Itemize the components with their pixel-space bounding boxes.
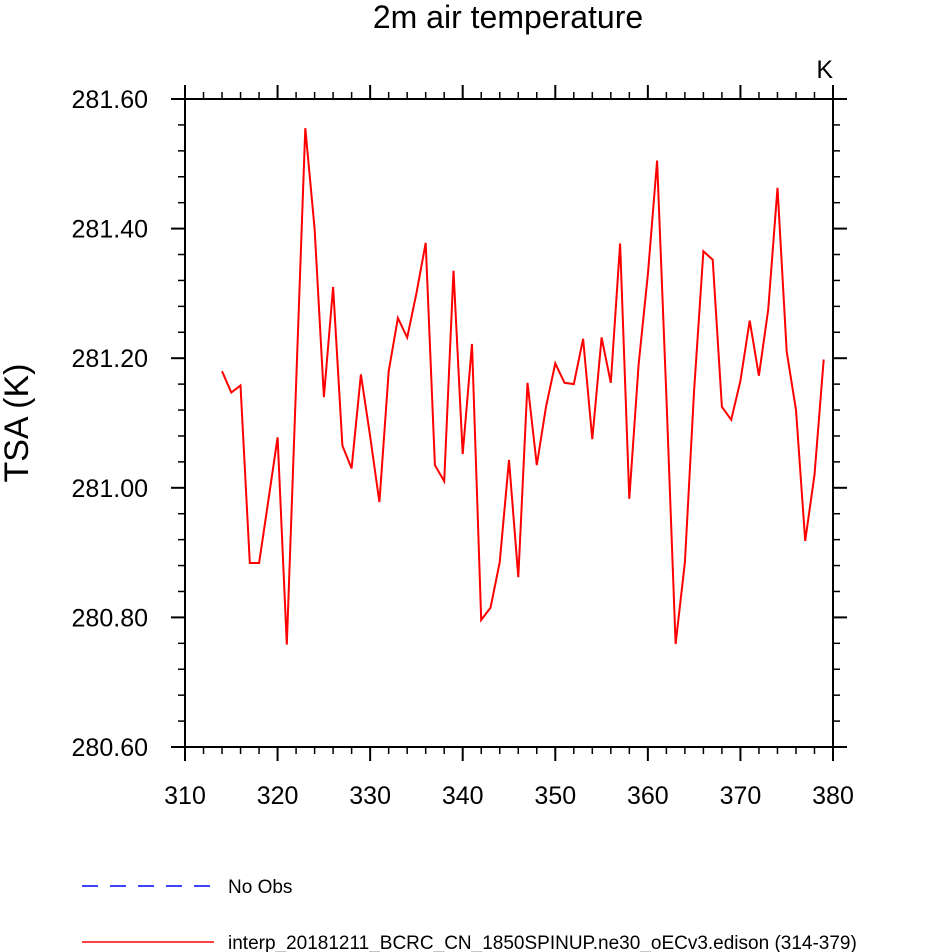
tick-labels: 310 320 330 340 350 360 370 380 280.60 280.80 281.…: [72, 86, 854, 810]
legend: No Obs interp_20181211_BCRC_CN_1850SPINUP…: [82, 877, 857, 952]
x-tick-label: 320: [257, 782, 299, 810]
units-label: K: [816, 56, 833, 84]
x-tick-label: 360: [627, 782, 669, 810]
axis-ticks: [171, 85, 847, 761]
x-tick-label: 310: [164, 782, 206, 810]
y-tick-label: 281.60: [72, 86, 148, 114]
x-tick-label: 330: [349, 782, 391, 810]
legend-label: No Obs: [228, 877, 292, 898]
y-tick-label: 281.20: [72, 345, 148, 373]
x-tick-label: 380: [812, 782, 854, 810]
plot-frame: [184, 98, 834, 748]
chart-title: 2m air temperature: [373, 0, 643, 35]
y-tick-label: 281.40: [72, 216, 148, 244]
y-axis-label: TSA (K): [0, 363, 36, 482]
x-tick-label: 340: [442, 782, 484, 810]
y-tick-label: 280.60: [72, 734, 148, 762]
data-series: [221, 128, 825, 645]
x-tick-label: 370: [720, 782, 762, 810]
legend-label: interp_20181211_BCRC_CN_1850SPINUP.ne30_…: [228, 933, 857, 952]
series-line: [221, 128, 825, 645]
y-tick-label: 280.80: [72, 604, 148, 632]
y-tick-label: 281.00: [72, 475, 148, 503]
x-tick-label: 350: [534, 782, 576, 810]
